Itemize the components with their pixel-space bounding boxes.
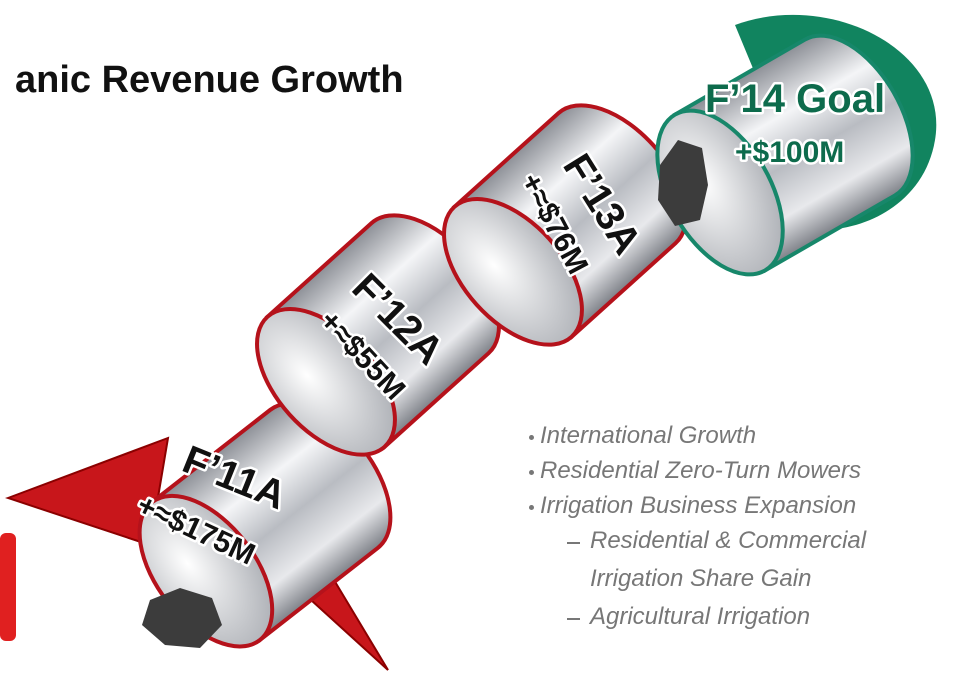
bullet-dot: [529, 470, 534, 475]
segment-label: F’14 Goal: [705, 77, 885, 121]
bullet-text: Irrigation Business Expansion: [540, 492, 857, 519]
cylinder-face: [255, 307, 397, 457]
sub-bullet-text: Residential & Commercial Irrigation Shar…: [590, 527, 867, 592]
sub-bullet-dash: [567, 542, 580, 544]
nozzle: [142, 588, 222, 648]
cylinder-face: [442, 197, 584, 347]
bullet-dot: [529, 435, 534, 440]
sub-bullet-text: Agricultural Irrigation: [590, 603, 811, 630]
sub-bullet-dash: [567, 618, 580, 620]
slide-title: anic Revenue Growth: [15, 59, 404, 101]
bullet-text: International Growth: [540, 422, 757, 449]
bullet-text: Residential Zero-Turn Mowers: [540, 457, 861, 484]
bullet-dot: [529, 505, 534, 510]
edge-block: [0, 533, 16, 641]
nozzle: [658, 140, 708, 226]
fin: [4, 436, 170, 547]
segment-value: +$100M: [735, 136, 844, 169]
